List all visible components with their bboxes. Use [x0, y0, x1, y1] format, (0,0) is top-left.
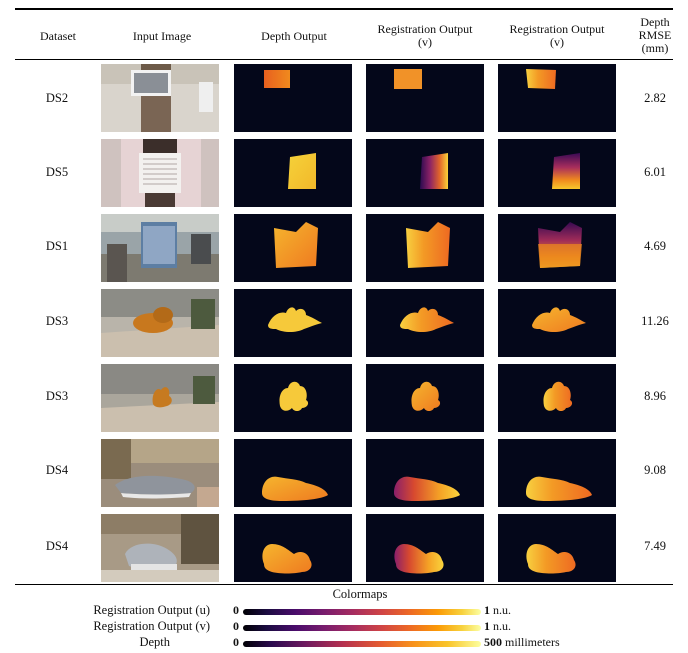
- row-7-registration-v-2: [498, 514, 616, 582]
- colormap-max-registration-u: 1 n.u.: [484, 603, 511, 618]
- header-rule: [15, 59, 673, 60]
- colormaps-title: Colormaps: [332, 587, 388, 601]
- colormap-max-registration-v: 1 n.u.: [484, 619, 511, 634]
- colormap-unit-registration-u: n.u.: [493, 603, 511, 617]
- colormap-unit-depth: millimeters: [505, 635, 560, 649]
- row-5-registration-v-1: [366, 364, 484, 432]
- header-registration-v-1-line1: Registration Output: [377, 22, 473, 36]
- row-6-depth-output: [234, 439, 352, 507]
- row-2-rmse: 6.01: [644, 165, 666, 179]
- colormap-label-registration-v: Registration Output (v): [93, 619, 210, 633]
- row-5-depth-output: [234, 364, 352, 432]
- row-1-rmse: 2.82: [644, 91, 666, 105]
- row-7-registration-v-1: [366, 514, 484, 582]
- colormap-min-registration-u: 0: [233, 603, 239, 617]
- row-4-input-image: [101, 289, 219, 357]
- header-depth-output: Depth Output: [261, 29, 327, 43]
- row-6-input-image: [101, 439, 219, 507]
- row-3-rmse: 4.69: [644, 239, 666, 253]
- row-6-dataset: DS4: [45, 463, 69, 477]
- row-4-rmse: 11.26: [641, 314, 669, 328]
- row-4-registration-v-1: [366, 289, 484, 357]
- colormap-max-value-depth: 500: [484, 635, 502, 649]
- header-depth-rmse: Depth RMSE (mm): [630, 16, 680, 55]
- header-input-image: Input Image: [132, 29, 192, 43]
- header-registration-v-1-line2: (v): [418, 35, 432, 49]
- row-6-rmse: 9.08: [644, 463, 666, 477]
- colormap-bar-registration-v: [243, 625, 481, 631]
- row-4-depth-output: [234, 289, 352, 357]
- row-2-input-image: [101, 139, 219, 207]
- row-1-dataset: DS2: [45, 91, 69, 105]
- row-2-depth-output: [234, 139, 352, 207]
- row-1-input-image: [101, 64, 219, 132]
- colormap-max-value-registration-v: 1: [484, 619, 490, 633]
- header-registration-v-1: Registration Output (v): [360, 23, 490, 49]
- header-rmse-line1: Depth: [640, 15, 670, 29]
- colormap-bar-depth: [243, 641, 481, 647]
- row-3-dataset: DS1: [45, 239, 69, 253]
- colormap-min-depth: 0: [233, 635, 239, 649]
- row-5-registration-v-2: [498, 364, 616, 432]
- colormap-label-registration-u: Registration Output (u): [93, 603, 210, 617]
- header-registration-v-2-line1: Registration Output: [509, 22, 605, 36]
- bottom-rule: [15, 584, 673, 585]
- row-7-dataset: DS4: [45, 539, 69, 553]
- top-rule: [15, 8, 673, 10]
- colormap-max-value-registration-u: 1: [484, 603, 490, 617]
- row-1-registration-v-2: [498, 64, 616, 132]
- colormap-max-depth: 500 millimeters: [484, 635, 560, 650]
- row-3-registration-v-1: [366, 214, 484, 282]
- header-rmse-line2: RMSE: [638, 28, 672, 42]
- row-3-depth-output: [234, 214, 352, 282]
- row-5-input-image: [101, 364, 219, 432]
- colormap-unit-registration-v: n.u.: [493, 619, 511, 633]
- row-4-registration-v-2: [498, 289, 616, 357]
- row-1-registration-v-1: [366, 64, 484, 132]
- row-6-registration-v-2: [498, 439, 616, 507]
- row-3-input-image: [101, 214, 219, 282]
- row-2-dataset: DS5: [45, 165, 69, 179]
- row-7-depth-output: [234, 514, 352, 582]
- header-dataset: Dataset: [40, 29, 76, 43]
- row-6-registration-v-1: [366, 439, 484, 507]
- header-rmse-line3: (mm): [641, 41, 669, 55]
- row-3-registration-v-2: [498, 214, 616, 282]
- row-2-registration-v-2: [498, 139, 616, 207]
- row-1-depth-output: [234, 64, 352, 132]
- row-2-registration-v-1: [366, 139, 484, 207]
- row-7-input-image: [101, 514, 219, 582]
- colormap-bar-registration-u: [243, 609, 481, 615]
- row-5-rmse: 8.96: [644, 389, 666, 403]
- row-4-dataset: DS3: [45, 314, 69, 328]
- header-registration-v-2: Registration Output (v): [492, 23, 622, 49]
- row-7-rmse: 7.49: [644, 539, 666, 553]
- row-5-dataset: DS3: [45, 389, 69, 403]
- colormap-min-registration-v: 0: [233, 619, 239, 633]
- colormap-label-depth: Depth: [139, 635, 170, 649]
- header-registration-v-2-line2: (v): [550, 35, 564, 49]
